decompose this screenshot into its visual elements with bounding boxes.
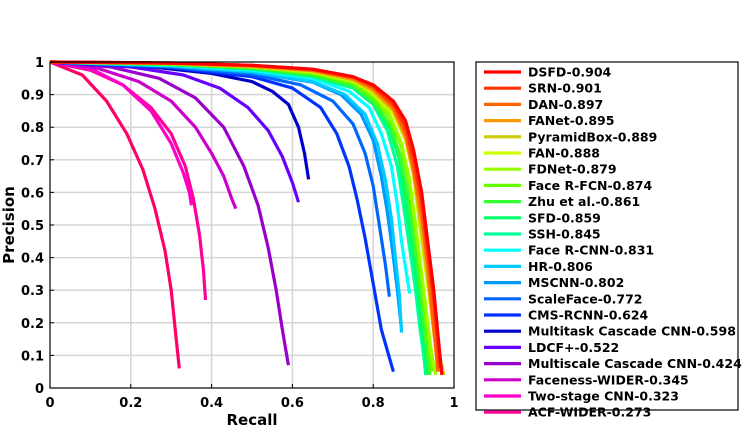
x-tick-label: 0 — [45, 396, 54, 411]
x-tick-label: 0.4 — [200, 396, 223, 411]
legend-entry-label: ScaleFace-0.772 — [528, 291, 642, 306]
legend-entry-label: FDNet-0.879 — [528, 162, 617, 177]
y-tick-label: 0.4 — [21, 252, 44, 267]
y-tick-label: 0.1 — [21, 349, 44, 364]
legend-entry-label: HR-0.806 — [528, 259, 593, 274]
axis-ticks: 0 0.2 0.4 0.6 0.8 1 0 0.1 0.2 0.3 0.4 0.5 0.6 0.7 0.8 0… — [21, 56, 459, 411]
series-line — [49, 60, 193, 206]
series-line — [49, 60, 238, 210]
legend-entry-label: Zhu et al.-0.861 — [528, 194, 640, 209]
x-tick-label: 1 — [449, 396, 458, 411]
series-line — [49, 60, 444, 376]
legend-entry-label: SRN-0.901 — [528, 81, 602, 96]
series-line — [49, 60, 290, 366]
x-axis-label: Recall — [226, 411, 277, 429]
x-tick-label: 0.6 — [281, 396, 304, 411]
series-line — [49, 60, 301, 203]
series-lines — [49, 60, 446, 376]
legend-entry-label: Face R-CNN-0.831 — [528, 243, 654, 258]
x-tick-label: 0.8 — [362, 396, 385, 411]
legend-entry-label: MSCNN-0.802 — [528, 275, 624, 290]
y-tick-label: 1 — [35, 56, 44, 71]
legend-box — [475, 61, 739, 411]
legend: DSFD-0.904SRN-0.901DAN-0.897FANet-0.895P… — [475, 61, 742, 420]
series-line — [49, 60, 395, 373]
x-tick-label: 0.2 — [119, 396, 142, 411]
y-axis-label: Precision — [0, 186, 18, 264]
legend-entry-label: PyramidBox-0.889 — [528, 129, 657, 144]
legend-entry-label: Multiscale Cascade CNN-0.424 — [528, 356, 742, 371]
y-tick-label: 0.6 — [21, 186, 44, 201]
legend-entry-label: Multitask Cascade CNN-0.598 — [528, 324, 736, 339]
legend-entry-label: SSH-0.845 — [528, 227, 601, 242]
y-tick-label: 0.5 — [21, 219, 44, 234]
y-tick-label: 0.3 — [21, 284, 44, 299]
legend-entry-label: Two-stage CNN-0.323 — [528, 389, 679, 404]
legend-entry-label: FAN-0.888 — [528, 146, 600, 161]
legend-entry-label: LDCF+-0.522 — [528, 340, 619, 355]
legend-entry-label: SFD-0.859 — [528, 210, 601, 225]
y-tick-label: 0.2 — [21, 317, 44, 332]
legend-entry-label: DSFD-0.904 — [528, 65, 612, 80]
y-tick-label: 0.7 — [21, 154, 44, 169]
legend-entry-label: CMS-RCNN-0.624 — [528, 308, 649, 323]
y-tick-label: 0.8 — [21, 121, 44, 136]
legend-entry-label: FANet-0.895 — [528, 113, 614, 128]
series-line — [49, 60, 181, 369]
legend-entry-label: Faceness-WIDER-0.345 — [528, 372, 689, 387]
legend-entry-label: ACF-WIDER-0.273 — [528, 405, 651, 420]
legend-entry-label: DAN-0.897 — [528, 97, 603, 112]
y-tick-label: 0 — [35, 382, 44, 397]
legend-entry-label: Face R-FCN-0.874 — [528, 178, 652, 193]
y-tick-label: 0.9 — [21, 89, 44, 104]
